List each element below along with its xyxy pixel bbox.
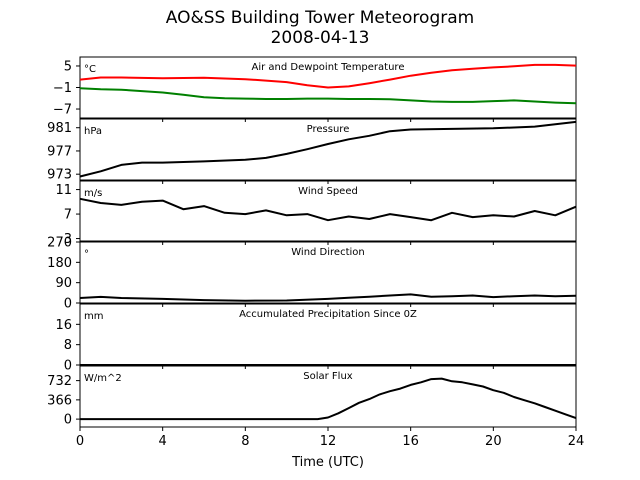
pressure-ytick-label: 973 <box>47 168 72 183</box>
wind-direction-ytick-label: 90 <box>55 276 72 291</box>
xtick-label: 12 <box>320 434 337 449</box>
wind-speed-unit-label: m/s <box>84 188 102 199</box>
figure-title: AO&SS Building Tower Meteorogram <box>165 8 475 28</box>
wind-direction-unit-label: ° <box>84 249 89 260</box>
x-axis-label: Time (UTC) <box>291 455 364 470</box>
temperature-ytick-label: 5 <box>64 59 72 74</box>
solar-flux-series-line-1 <box>80 377 577 421</box>
xtick-label: 16 <box>402 434 419 449</box>
pressure-series-line-1 <box>79 120 577 178</box>
solar-flux-ytick-label: 0 <box>64 413 72 428</box>
temperature-ytick-label: −7 <box>53 103 72 118</box>
wind-speed-ytick-label: 11 <box>55 183 72 198</box>
figure-subtitle: 2008-04-13 <box>270 28 370 48</box>
solar-flux-ytick-label: 732 <box>47 374 72 389</box>
temperature-panel-title: Air and Dewpoint Temperature <box>252 62 405 73</box>
precipitation-ytick-label: 0 <box>64 359 72 374</box>
solar-flux-panel-title: Solar Flux <box>303 371 353 382</box>
pressure-unit-label: hPa <box>84 126 102 137</box>
precipitation-ytick-label: 8 <box>64 338 72 353</box>
pressure-ytick-label: 981 <box>47 121 72 136</box>
wind-direction-ytick-label: 270 <box>47 236 72 251</box>
temperature-ytick-label: −1 <box>53 81 72 96</box>
wind-speed-panel-title: Wind Speed <box>298 186 358 197</box>
wind-direction-ytick-label: 0 <box>64 297 72 312</box>
xtick-label: 0 <box>76 434 84 449</box>
precipitation-panel-title: Accumulated Precipitation Since 0Z <box>239 309 417 320</box>
wind-direction-ytick-label: 180 <box>47 256 72 271</box>
xtick-label: 4 <box>159 434 167 449</box>
temperature-series-line-1 <box>79 63 577 89</box>
xtick-label: 20 <box>485 434 502 449</box>
xtick-label: 8 <box>241 434 249 449</box>
wind-speed-ytick-label: 3 <box>64 232 72 247</box>
wind-direction-panel-title: Wind Direction <box>291 247 365 258</box>
pressure-panel-title: Pressure <box>307 124 350 135</box>
precipitation-ytick-label: 16 <box>55 318 72 333</box>
xtick-label: 24 <box>568 434 585 449</box>
temperature-series-line-2 <box>79 87 577 105</box>
wind-speed-series-line-1 <box>79 197 577 222</box>
solar-flux-unit-label: W/m^2 <box>84 373 122 384</box>
temperature-unit-label: °C <box>84 64 96 75</box>
wind-direction-series-line-1 <box>79 293 577 302</box>
wind-speed-ytick-label: 7 <box>64 208 72 223</box>
solar-flux-ytick-label: 366 <box>47 393 72 408</box>
pressure-ytick-label: 977 <box>47 144 72 159</box>
precipitation-unit-label: mm <box>84 311 103 322</box>
